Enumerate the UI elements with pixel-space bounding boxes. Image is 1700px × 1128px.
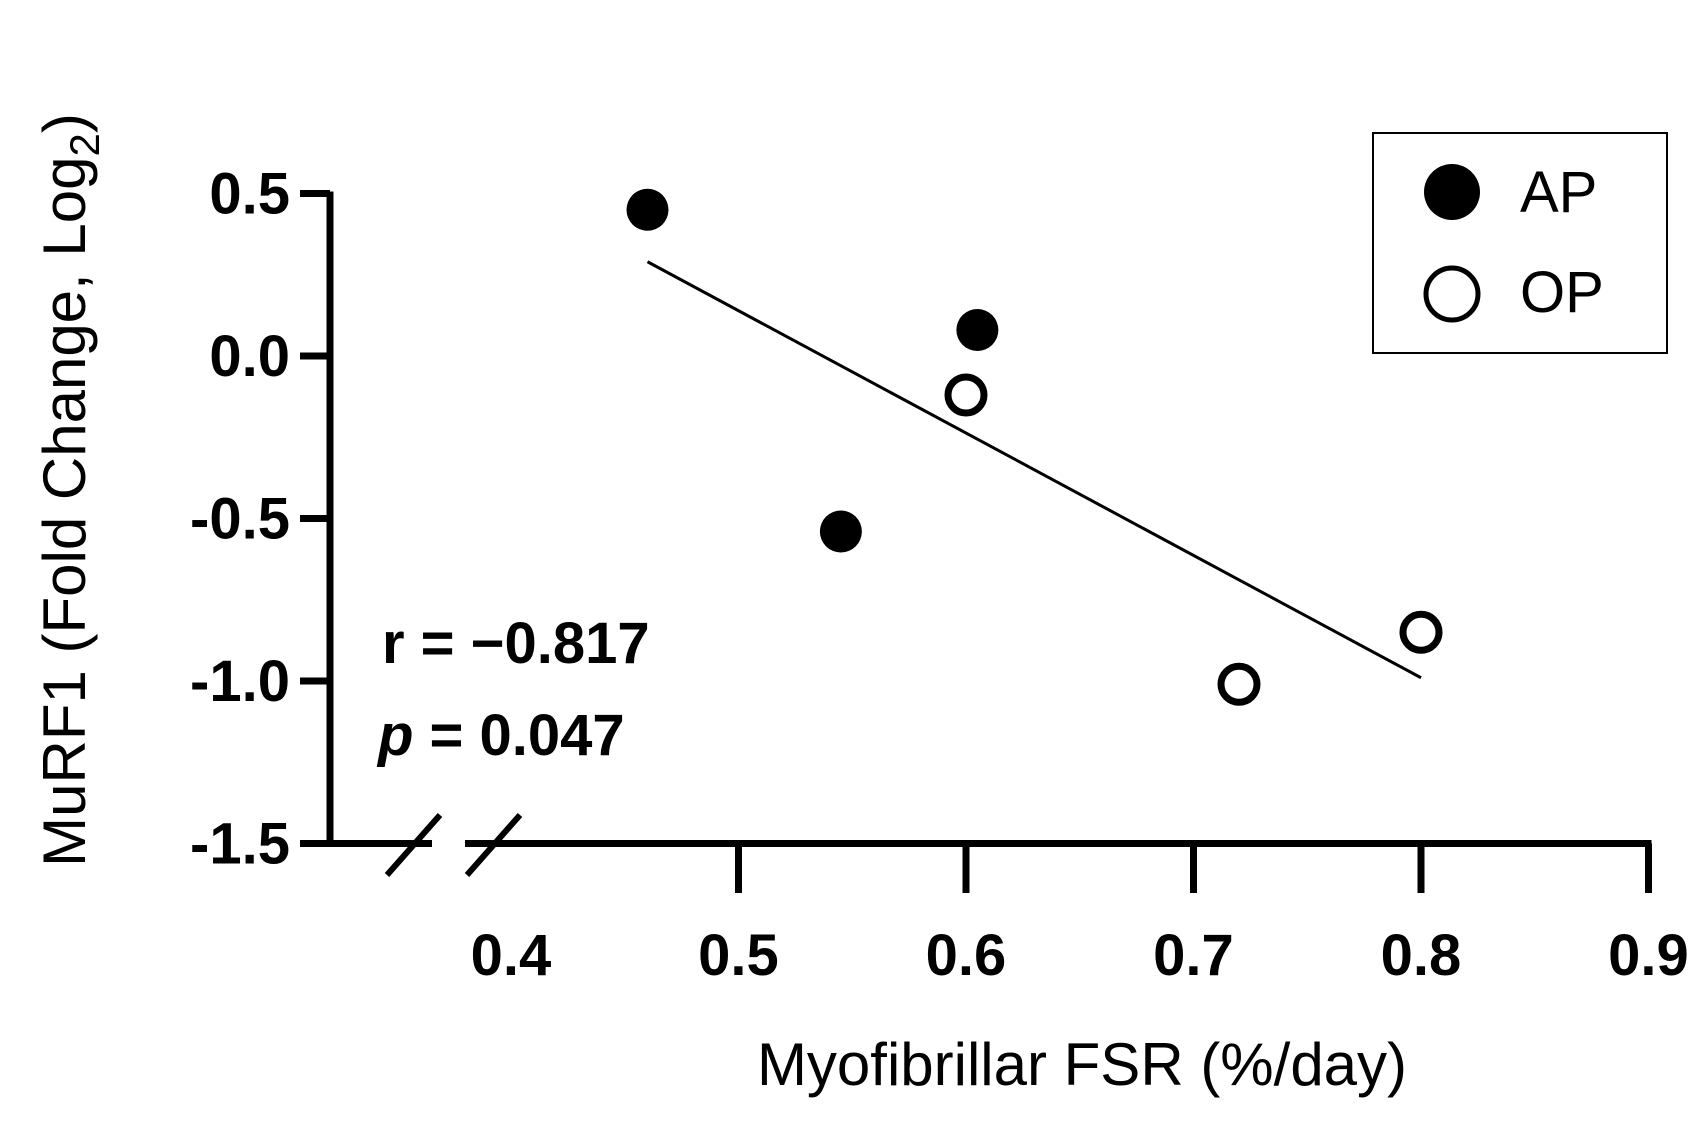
- x-tick-label: 0.7: [1153, 923, 1234, 988]
- p-rest: = 0.047: [413, 703, 624, 768]
- x-axis-title: Myofibrillar FSR (%/day): [757, 1031, 1407, 1098]
- stats-annotation: r = −0.817 p = 0.047: [376, 611, 650, 768]
- y-axis-title: MuRF1 (Fold Change, Log2): [31, 113, 108, 867]
- y-tick-label: 0.5: [209, 162, 290, 227]
- data-point-ap: [626, 188, 669, 231]
- ticks: 0.5 0.0 -0.5 -1.0 -1.5 0.4 0.5 0.6 0.7 0.8 0.9: [190, 162, 1689, 989]
- y-axis-title-main: MuRF1 (Fold Change, Log: [31, 156, 98, 866]
- y-tick-label: -1.5: [190, 812, 290, 877]
- x-tick-label: 0.5: [698, 923, 779, 988]
- y-tick-label: -1.0: [190, 649, 290, 714]
- x-tick-label: 0.4: [471, 923, 552, 988]
- legend-marker-ap: [1424, 164, 1480, 220]
- legend-label-op: OP: [1520, 260, 1604, 325]
- x-tick-label: 0.8: [1381, 923, 1462, 988]
- data-point-op: [1217, 662, 1261, 706]
- y-tick-label: -0.5: [190, 487, 290, 552]
- y-axis-title-close: ): [31, 113, 98, 133]
- data-point-op: [1399, 610, 1443, 654]
- data-point-ap: [819, 510, 862, 553]
- data-points: [626, 188, 1443, 706]
- data-point-op: [944, 373, 988, 417]
- x-tick-label: 0.9: [1608, 923, 1689, 988]
- legend-box: [1372, 132, 1668, 354]
- p-value: p = 0.047: [376, 703, 625, 768]
- axis-break-mark: [384, 813, 443, 877]
- y-axis-title-subscript: 2: [61, 133, 108, 156]
- p-symbol: p: [376, 703, 413, 768]
- legend-label-ap: AP: [1520, 160, 1597, 225]
- x-tick-label: 0.6: [926, 923, 1007, 988]
- r-value: r = −0.817: [382, 611, 650, 676]
- regression-line: [646, 260, 1422, 680]
- axis-break-mark: [464, 813, 523, 877]
- y-tick-label: 0.0: [209, 324, 290, 389]
- legend-marker-op: [1423, 265, 1481, 323]
- data-point-ap: [956, 309, 999, 351]
- legend: AP OP: [1372, 132, 1668, 354]
